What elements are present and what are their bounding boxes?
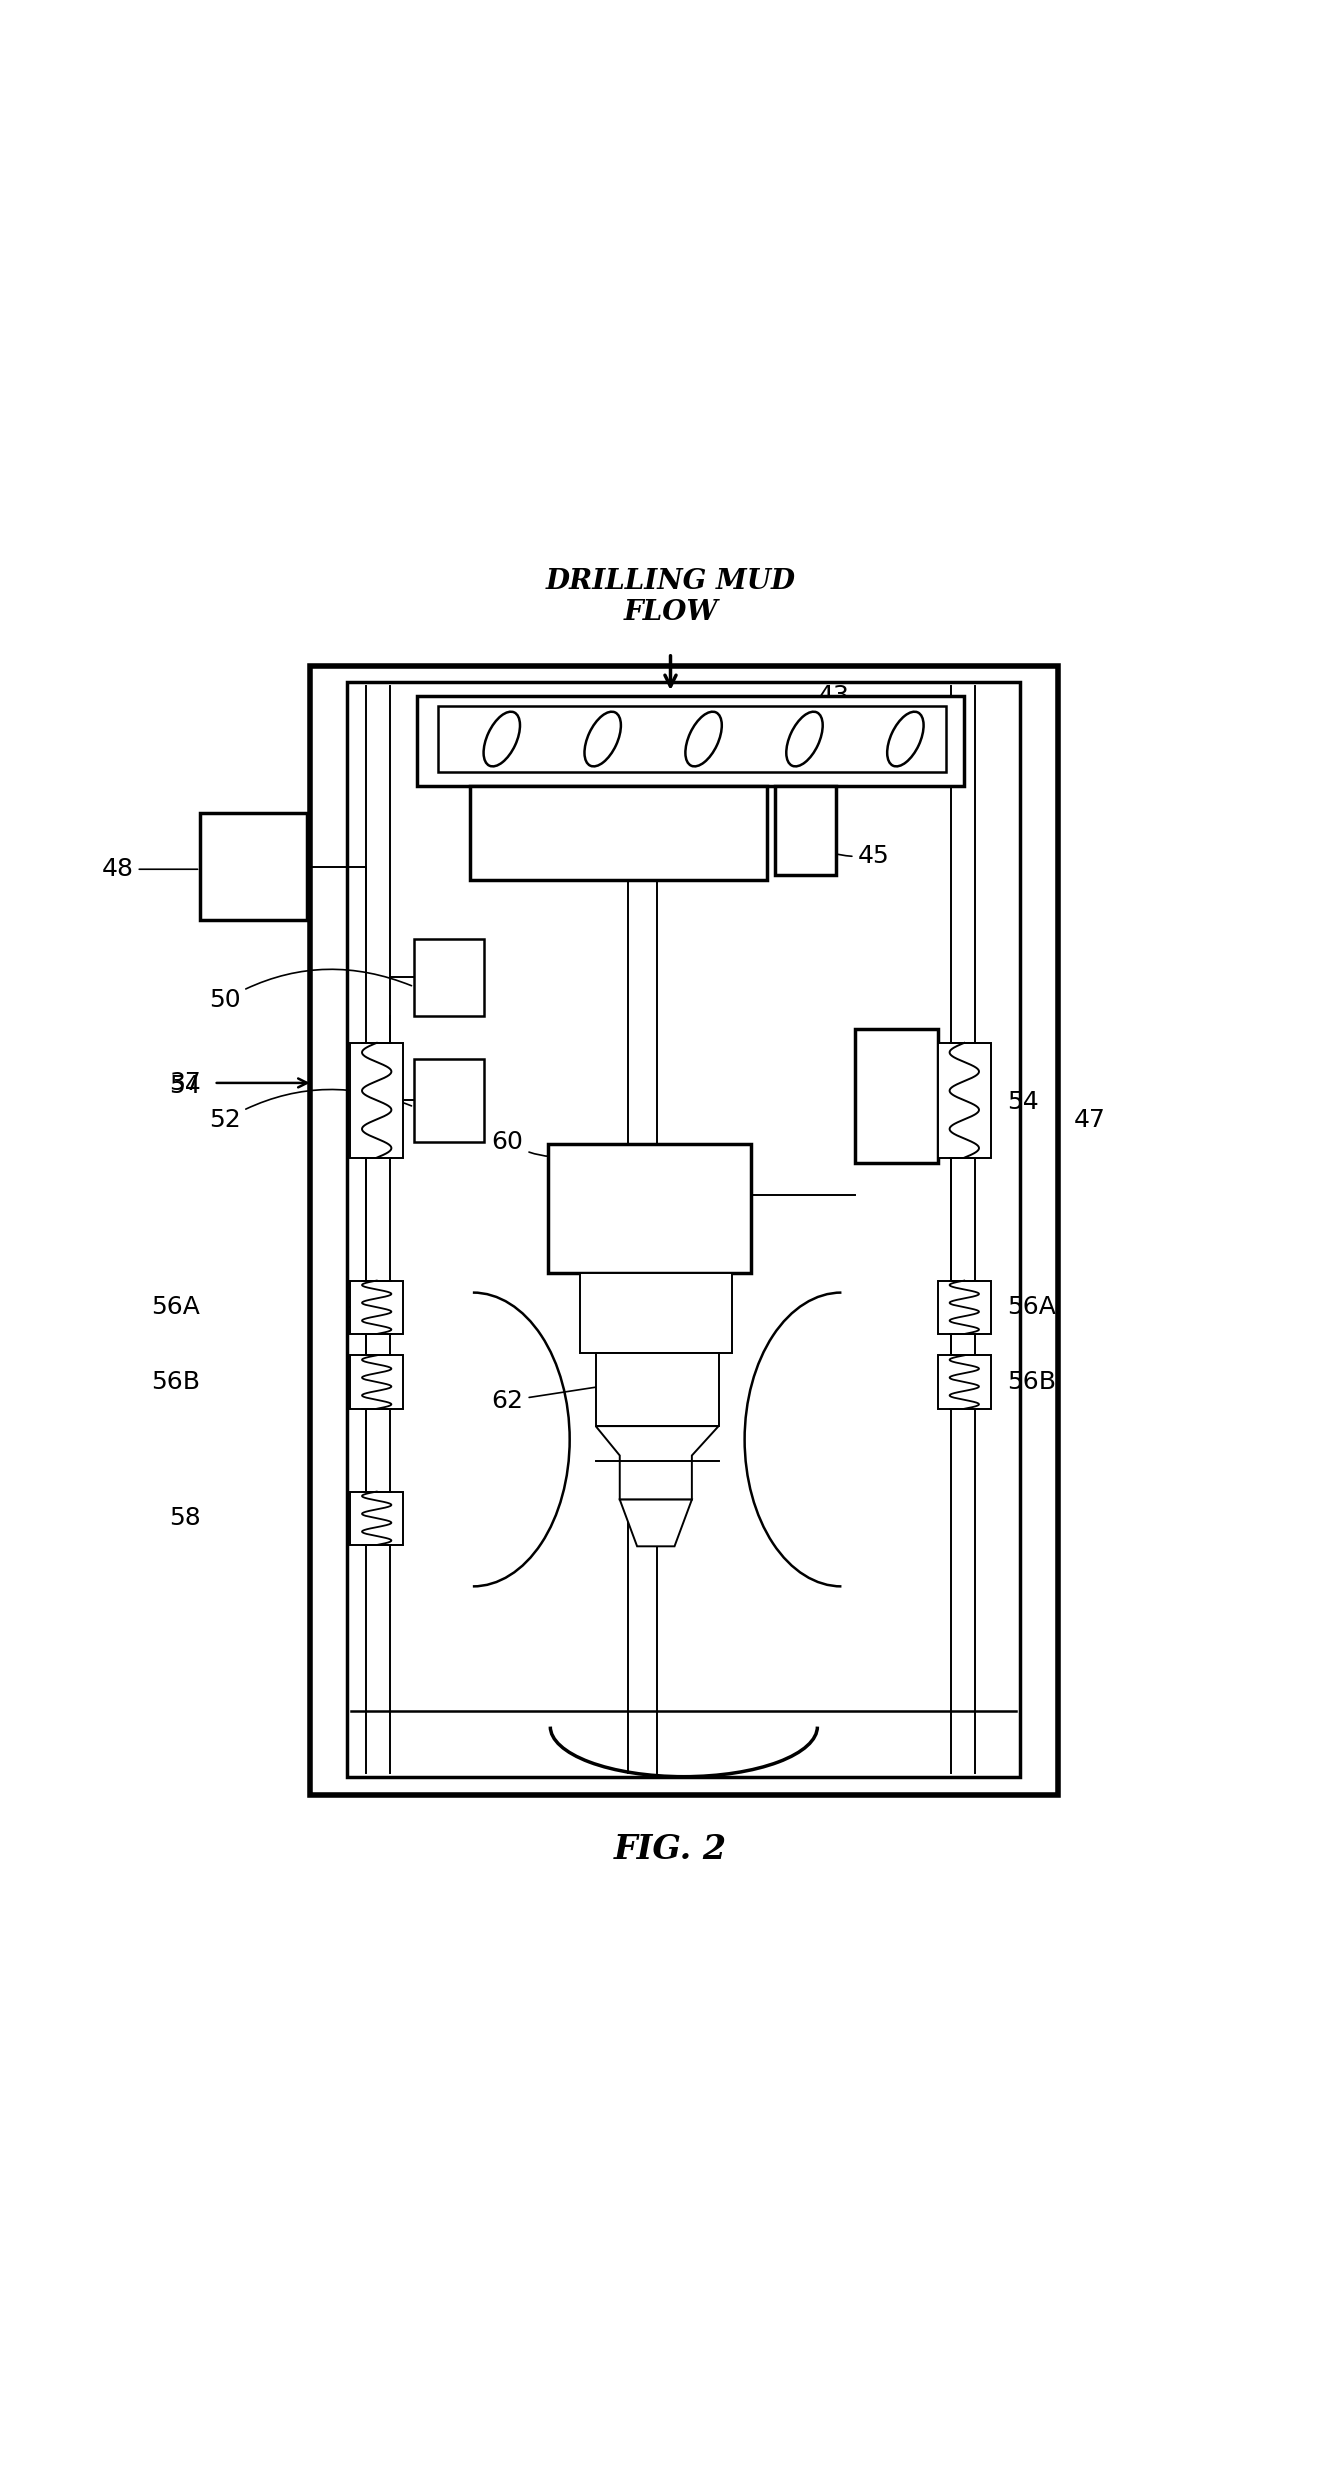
Text: 46: 46	[854, 1027, 886, 1052]
Polygon shape	[595, 1427, 719, 1499]
Bar	[347, 682, 1021, 1776]
Text: 62: 62	[492, 1384, 609, 1412]
Bar	[350, 1280, 404, 1335]
Text: 56B: 56B	[1007, 1370, 1055, 1394]
Bar	[414, 938, 484, 1017]
Ellipse shape	[888, 712, 924, 767]
Bar	[854, 1030, 937, 1164]
Bar	[310, 667, 1058, 1794]
Text: 47: 47	[1074, 1109, 1106, 1131]
Ellipse shape	[484, 712, 520, 767]
Bar	[471, 786, 767, 881]
Ellipse shape	[585, 712, 621, 767]
Text: 52: 52	[209, 1089, 412, 1131]
Text: 43: 43	[767, 685, 849, 710]
Bar	[439, 707, 945, 772]
Bar	[350, 1491, 404, 1546]
Bar	[417, 695, 964, 786]
Text: 58: 58	[169, 1506, 200, 1531]
Text: 50: 50	[209, 970, 412, 1012]
Bar	[414, 1059, 484, 1141]
Text: 48: 48	[102, 858, 197, 881]
Text: 60: 60	[492, 1129, 574, 1156]
Bar	[595, 1352, 719, 1427]
Bar	[350, 1042, 404, 1159]
Text: 54: 54	[1007, 1089, 1039, 1114]
Text: 56A: 56A	[1007, 1295, 1055, 1320]
Bar	[579, 1273, 732, 1352]
Ellipse shape	[786, 712, 822, 767]
Text: DRILLING MUD
FLOW: DRILLING MUD FLOW	[546, 568, 795, 625]
Bar	[547, 1144, 751, 1273]
Bar	[775, 786, 835, 876]
Text: FIG. 2: FIG. 2	[614, 1833, 727, 1866]
Text: 56A: 56A	[152, 1295, 200, 1320]
Polygon shape	[620, 1499, 692, 1546]
Text: 37: 37	[169, 1072, 200, 1094]
Bar	[200, 814, 307, 920]
Bar	[350, 1355, 404, 1409]
Bar	[937, 1280, 991, 1335]
Text: 45: 45	[806, 844, 889, 868]
Bar	[937, 1355, 991, 1409]
Text: 56B: 56B	[152, 1370, 200, 1394]
Bar	[937, 1042, 991, 1159]
Text: 54: 54	[169, 1074, 200, 1097]
Ellipse shape	[685, 712, 721, 767]
